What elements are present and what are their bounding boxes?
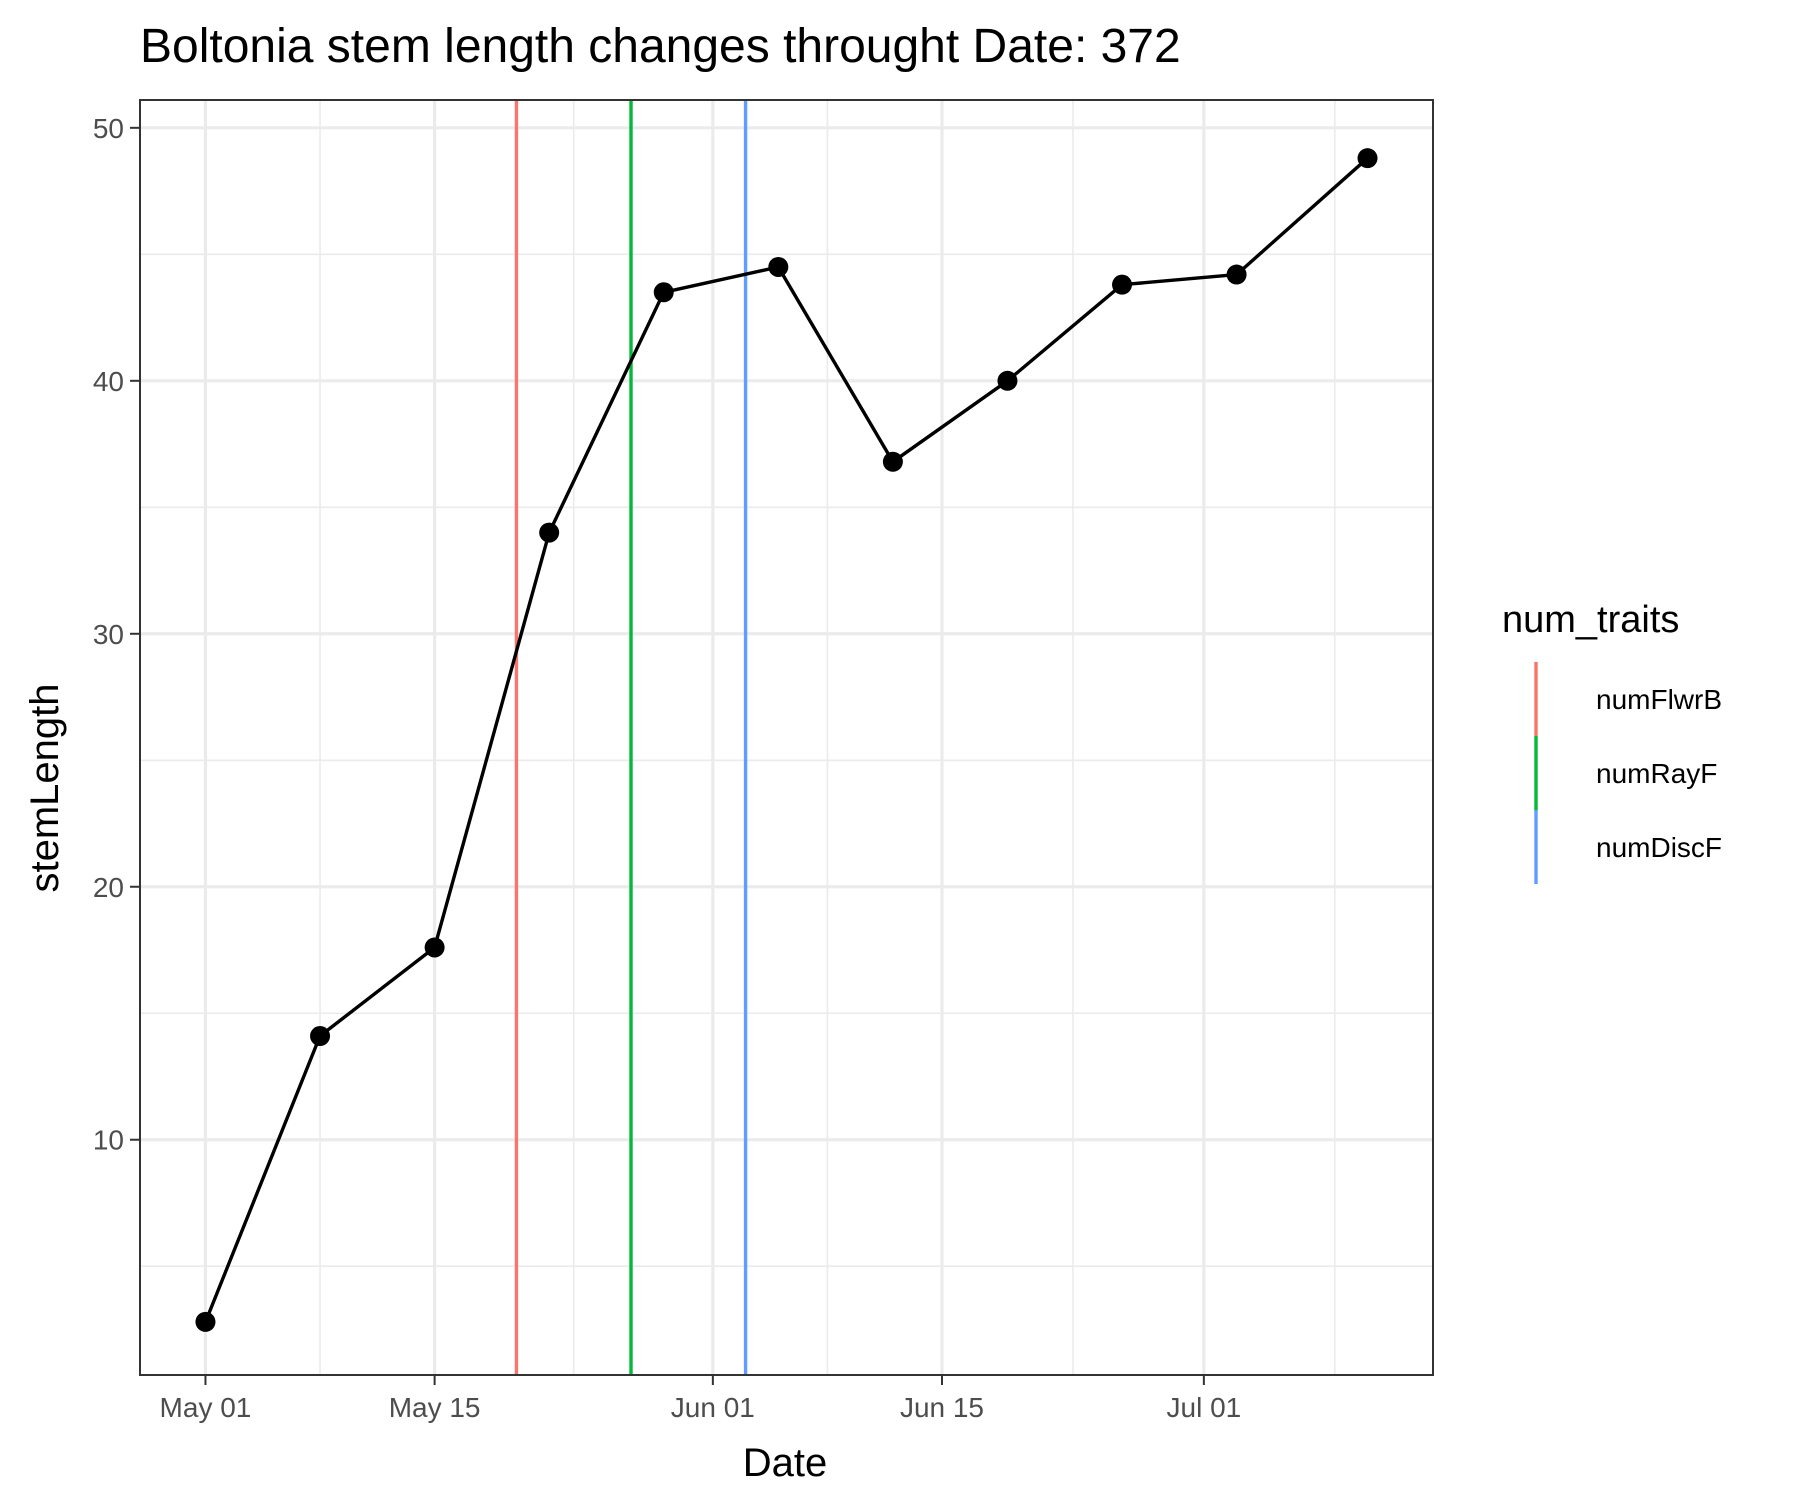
data-point xyxy=(768,256,789,277)
data-point xyxy=(195,1311,216,1332)
data-point xyxy=(1357,148,1378,169)
y-axis: 10 20 30 40 50 xyxy=(93,113,140,1156)
minor-gridlines xyxy=(140,100,1433,1375)
data-point xyxy=(1112,274,1133,295)
y-tick-label: 40 xyxy=(93,366,124,397)
major-gridlines xyxy=(140,100,1433,1375)
chart-title: Boltonia stem length changes throught Da… xyxy=(140,20,1181,73)
y-tick-label: 50 xyxy=(93,113,124,144)
data-point xyxy=(882,451,903,472)
data-point xyxy=(1226,264,1247,285)
x-tick-label: Jun 15 xyxy=(900,1392,984,1423)
x-axis: May 01 May 15 Jun 01 Jun 15 Jul 01 xyxy=(160,1375,1242,1423)
x-tick-label: Jun 01 xyxy=(671,1392,755,1423)
x-tick-label: May 01 xyxy=(160,1392,252,1423)
data-point xyxy=(653,282,674,303)
x-tick-label: Jul 01 xyxy=(1167,1392,1242,1423)
legend-entries: numFlwrB numRayF numDiscF xyxy=(1534,662,1722,884)
panel-border xyxy=(139,99,1434,1376)
legend-label-numFlwrB: numFlwrB xyxy=(1596,684,1722,715)
legend-label-numDiscF: numDiscF xyxy=(1596,832,1722,863)
x-tick-label: May 15 xyxy=(389,1392,481,1423)
data-point xyxy=(424,937,445,958)
y-axis-title: stemLength xyxy=(23,683,67,892)
y-tick-label: 30 xyxy=(93,619,124,650)
trait-vlines xyxy=(514,100,748,1375)
x-axis-title: Date xyxy=(743,1441,828,1485)
y-tick-label: 20 xyxy=(93,872,124,903)
legend-label-numRayF: numRayF xyxy=(1596,758,1717,789)
panel-background xyxy=(140,100,1433,1375)
panel-frame xyxy=(139,99,1434,1376)
legend-title: num_traits xyxy=(1502,599,1679,641)
y-tick-label: 10 xyxy=(93,1125,124,1156)
data-point xyxy=(539,522,560,543)
data-point xyxy=(997,370,1018,391)
legend: num_traits numFlwrB numRayF numDiscF xyxy=(1502,599,1722,884)
series-layer xyxy=(195,148,1378,1332)
plot-panel xyxy=(140,100,1433,1375)
data-point xyxy=(310,1026,331,1047)
